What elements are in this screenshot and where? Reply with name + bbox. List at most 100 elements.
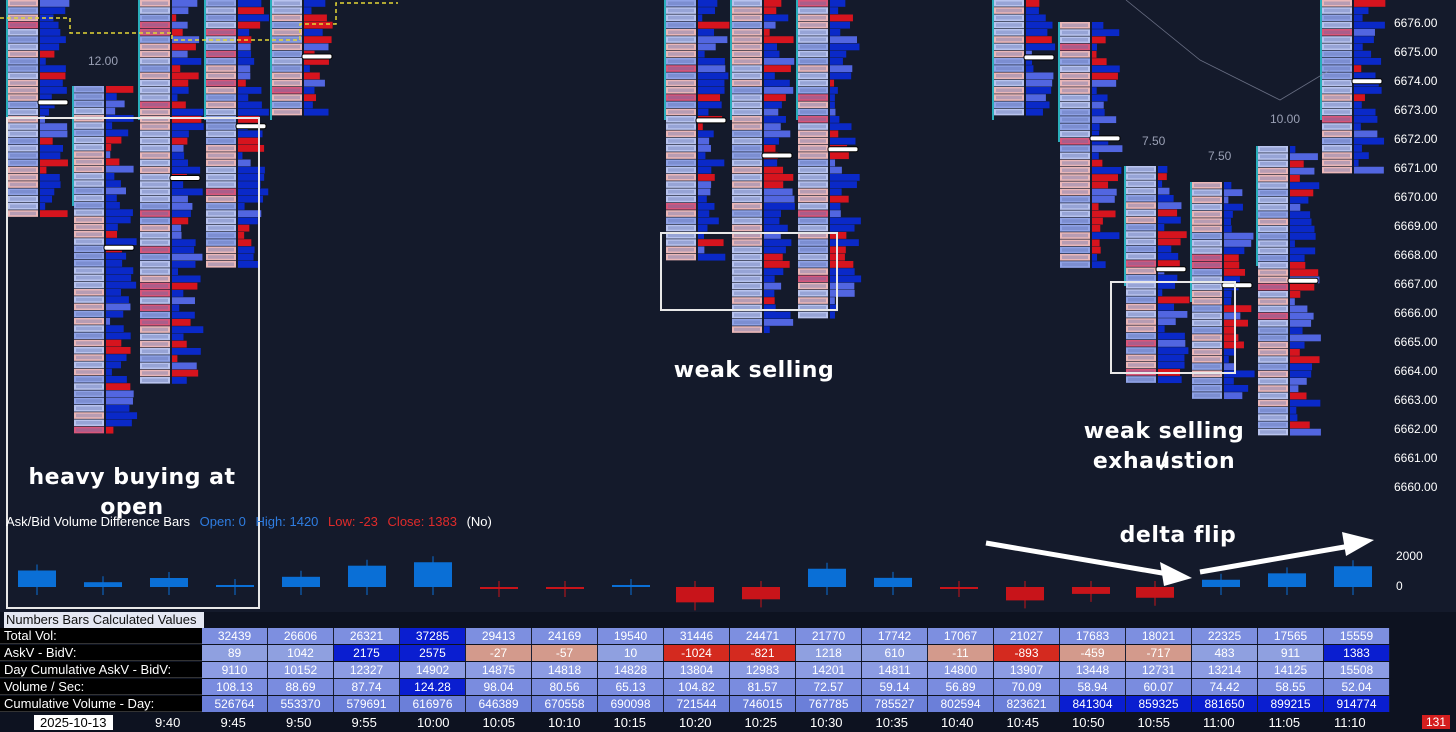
footprint-cell-text [1260, 278, 1286, 282]
footprint-cell [994, 0, 1024, 7]
footprint-cell-text [142, 182, 168, 187]
table-cell: 670558 [532, 696, 598, 712]
volume-profile-bar [172, 43, 196, 51]
table-cell: 70.09 [994, 679, 1060, 695]
volume-profile-bar [106, 339, 122, 347]
table-cell: 14818 [532, 662, 598, 678]
volume-profile-bar [830, 174, 860, 181]
price-axis[interactable]: 6676.00 6675.00 6674.00 6673.00 6672.00 6671.… [1390, 0, 1456, 612]
time-axis[interactable]: 2025-10-13 9:40 9:45 9:50 9:55 10:00 10:05 10:… [0, 714, 1456, 732]
footprint-cell-text [1260, 183, 1286, 188]
volume-profile-bar [764, 239, 792, 247]
footprint-cell-text [734, 269, 760, 274]
volume-profile-bar [172, 188, 203, 196]
footprint-cell [1192, 363, 1222, 370]
volume-profile-bar [830, 275, 862, 283]
range-marker [1190, 182, 1192, 302]
volume-profile-bar [830, 181, 857, 189]
footprint-cell-text [76, 377, 102, 381]
price-label: 6671.00 [1394, 161, 1438, 175]
footprint-cell-text [800, 45, 826, 49]
footprint-cell-text [734, 110, 760, 114]
footprint-cell-text [1260, 169, 1286, 173]
footprint-cell [206, 232, 236, 239]
volume-profile-bar [1224, 377, 1234, 385]
footprint-cell-text [734, 95, 760, 100]
footprint-cell-text [142, 168, 168, 172]
volume-profile-bar [830, 0, 846, 7]
volume-profile-bar [1224, 392, 1243, 400]
footprint-cell-text [10, 45, 36, 49]
footprint-cell-text [10, 66, 36, 71]
volume-profile-bar [172, 137, 188, 145]
footprint-cell [798, 261, 828, 268]
footprint-cell [1126, 303, 1156, 311]
level-label-7-50-a: 7.50 [1142, 134, 1166, 148]
footprint-cell-text [142, 8, 168, 13]
volume-profile-bar [106, 223, 118, 231]
volume-profile-bar [40, 210, 68, 218]
volume-profile-bar [1092, 58, 1107, 66]
footprint-cell-text [1260, 270, 1286, 275]
footprint-column [270, 0, 333, 120]
volume-profile-bar [172, 0, 198, 7]
table-cell: 32439 [202, 628, 268, 644]
footprint-cell-text [142, 284, 168, 288]
volume-profile-bar [1224, 298, 1232, 305]
delta-bar [808, 568, 846, 587]
footprint-cell [798, 210, 828, 217]
footprint-cell [272, 108, 302, 116]
footprint-cell-text [1324, 139, 1350, 143]
volume-profile-bar [1026, 79, 1053, 87]
footprint-cell [1192, 305, 1222, 312]
volume-profile-bar [698, 217, 719, 225]
volume-profile-bar [238, 101, 262, 109]
footprint-cell [1322, 159, 1352, 167]
volume-profile-bar [1092, 94, 1108, 102]
volume-profile-bar [1158, 202, 1182, 210]
volume-profile-bar [238, 50, 252, 58]
volume-profile-bar [1158, 303, 1175, 311]
volume-profile-bar [106, 296, 129, 304]
footprint-cell [1060, 203, 1090, 210]
footprint-cell-text [1062, 212, 1088, 216]
volume-profile-bar [304, 87, 315, 94]
footprint-cell-text [800, 23, 826, 27]
footprint-cell-text [1128, 189, 1154, 193]
footprint-cell [1192, 189, 1222, 196]
footprint-cell-text [1260, 386, 1286, 391]
volume-profile-bar [40, 0, 70, 7]
volume-profile-bar [40, 7, 66, 15]
footprint-cell [798, 14, 828, 22]
footprint-cell-text [1194, 263, 1220, 267]
footprint-cell [732, 7, 762, 14]
volume-profile-bar [106, 303, 131, 311]
volume-profile-bar [40, 65, 66, 73]
footprint-cell [1126, 354, 1156, 362]
footprint-cell-text [208, 95, 234, 100]
footprint-cell-text [1260, 328, 1286, 333]
footprint-cell [1126, 296, 1156, 304]
footprint-cell-text [734, 211, 760, 216]
time-tick: 10:00 [417, 715, 450, 730]
footprint-cell-text [142, 219, 168, 223]
volume-profile-bar [1158, 282, 1176, 289]
footprint-cell-text [76, 341, 102, 345]
footprint-cell [140, 268, 170, 275]
study-title[interactable]: Ask/Bid Volume Difference Bars Open: 0 H… [6, 514, 498, 529]
study-close: Close: 1383 [387, 514, 457, 529]
footprint-cell [140, 94, 170, 101]
footprint-cell [8, 116, 38, 123]
footprint-cell [798, 65, 828, 72]
footprint-cell-text [668, 248, 694, 252]
footprint-cell-text [1260, 430, 1286, 434]
table-cell: 72.57 [796, 679, 862, 695]
footprint-cell [74, 325, 104, 332]
footprint-cell [732, 152, 762, 159]
range-marker [1320, 0, 1322, 120]
volume-profile-bar [830, 137, 856, 145]
footprint-cell-text [1260, 343, 1286, 347]
footprint-cell [798, 232, 828, 239]
volume-profile-bar [830, 72, 852, 80]
table-cell: 14800 [928, 662, 994, 678]
